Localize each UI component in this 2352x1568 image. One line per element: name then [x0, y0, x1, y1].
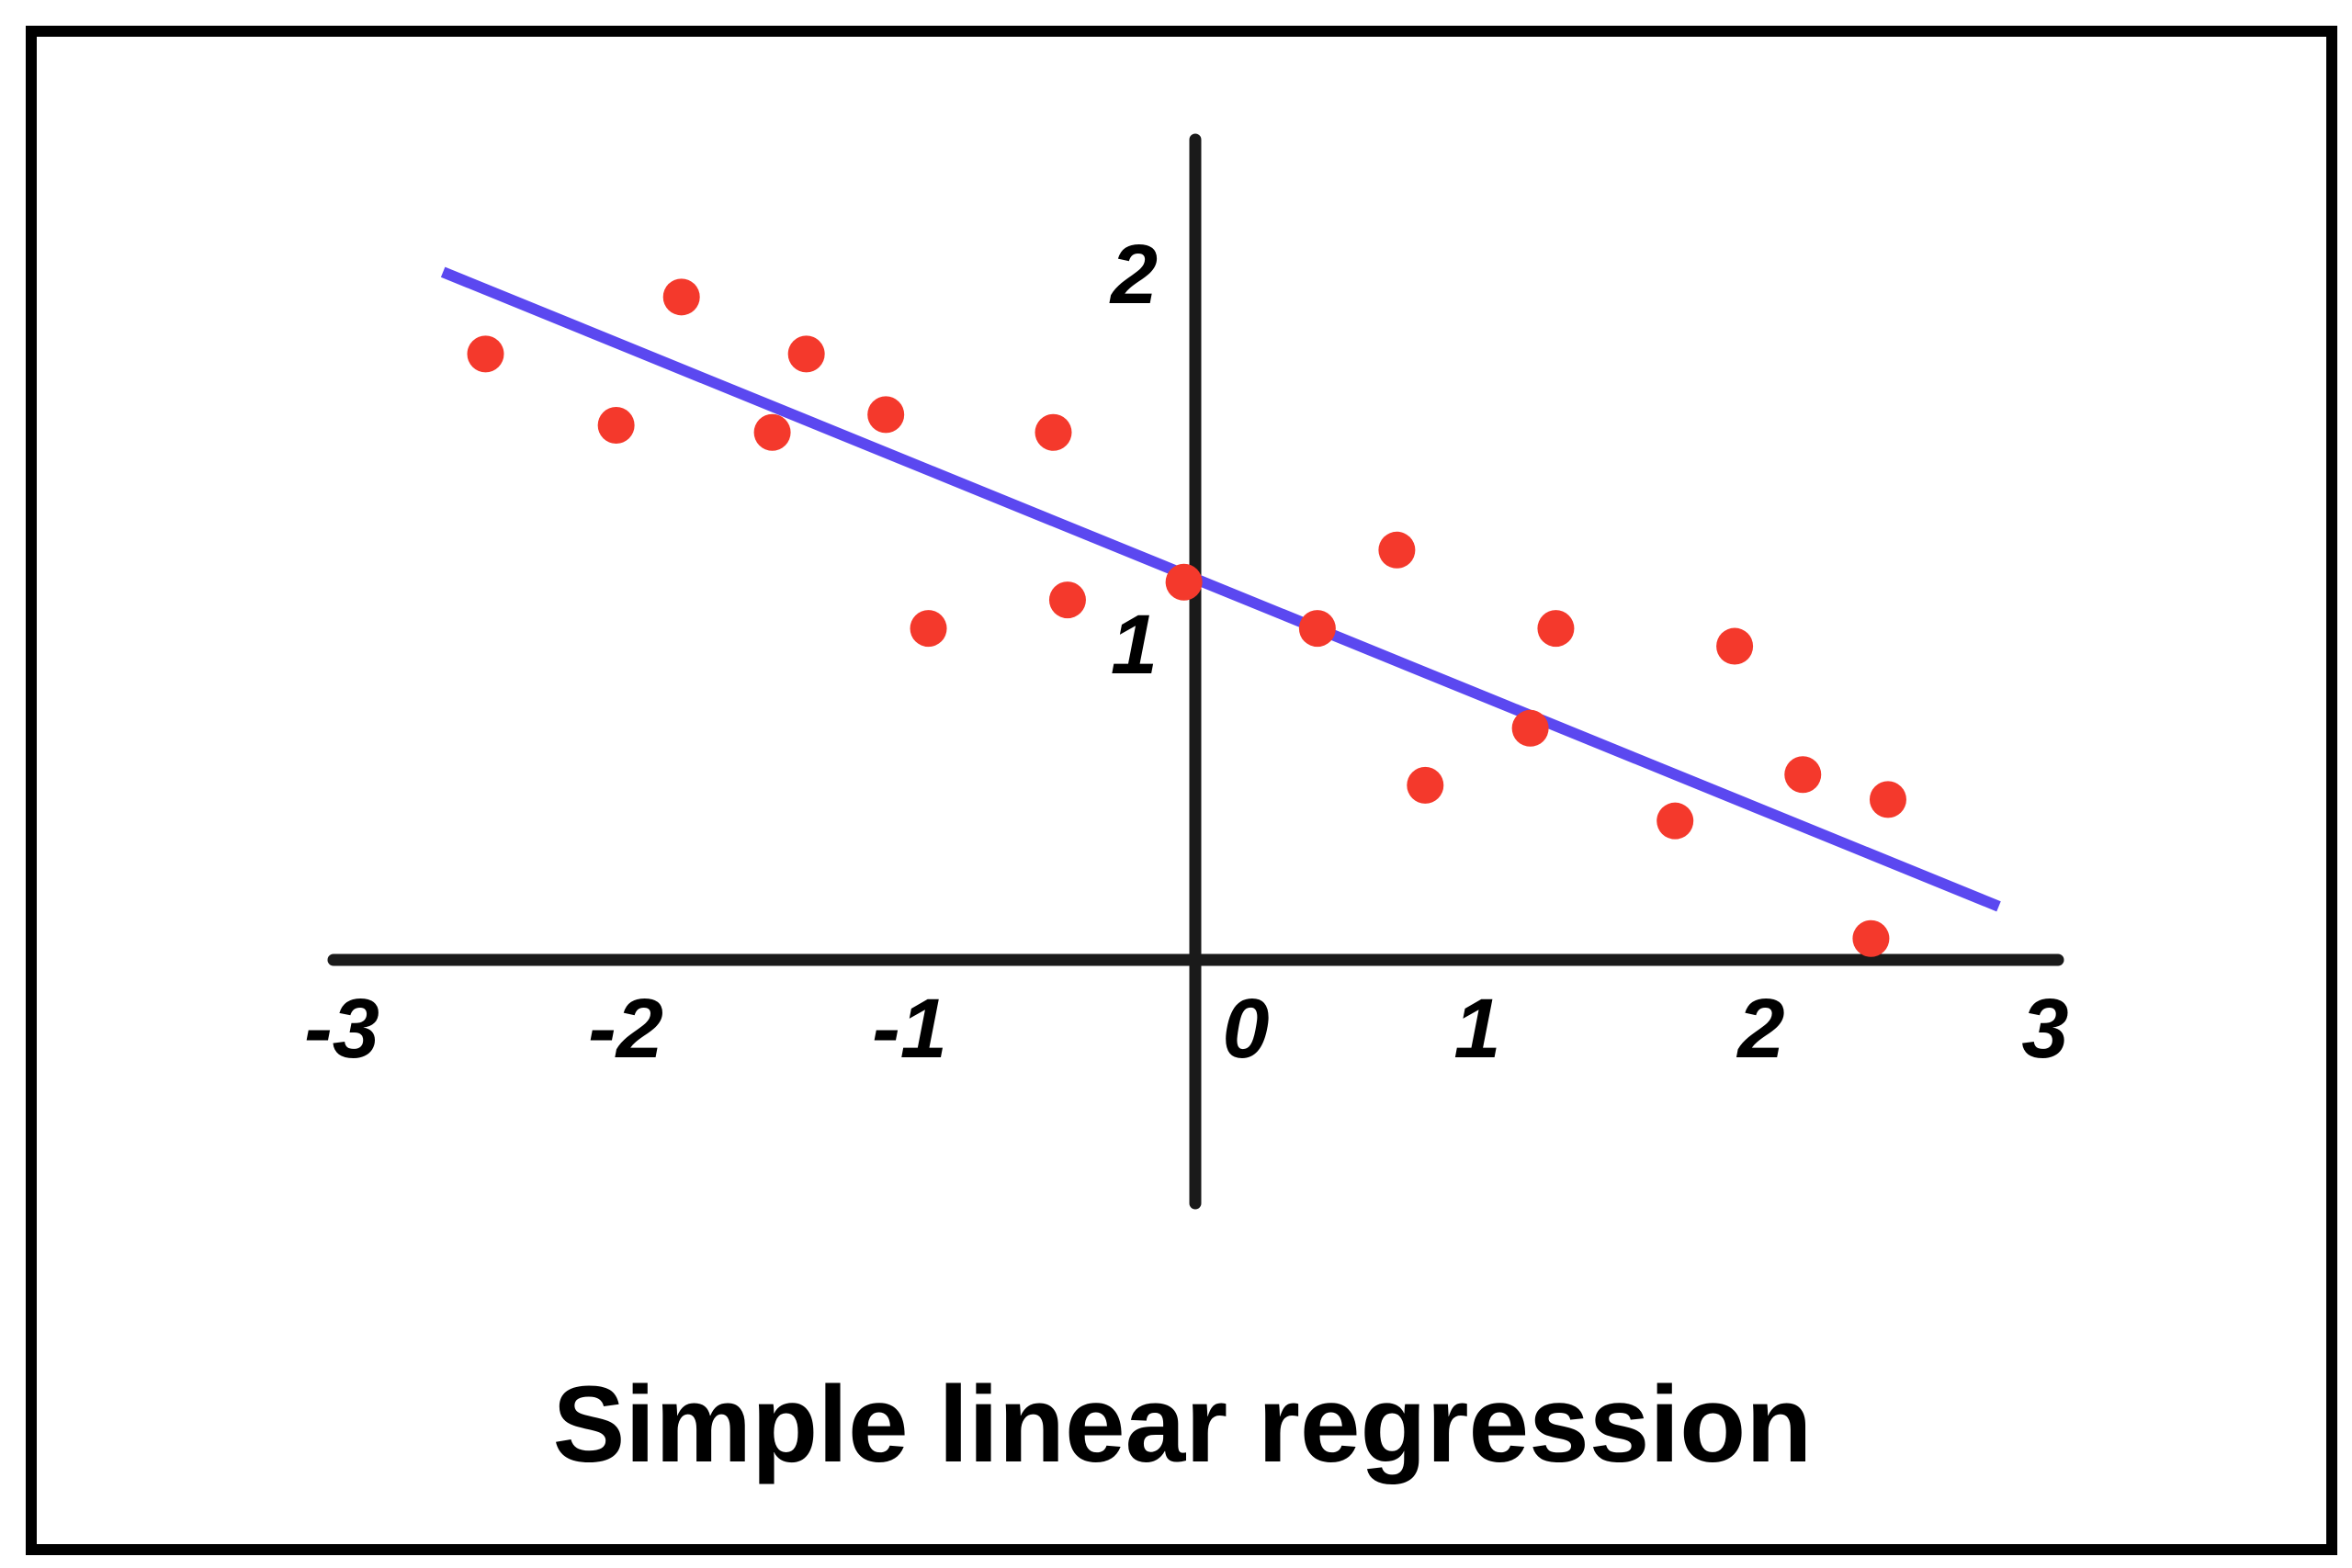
data-point — [787, 335, 825, 373]
data-point — [1048, 581, 1086, 619]
regression-line-layer — [440, 266, 2001, 912]
x-tick-label: 1 — [1453, 982, 1500, 1076]
data-point — [1035, 413, 1072, 451]
data-point — [1869, 781, 1906, 818]
data-point — [597, 407, 635, 444]
data-point — [753, 413, 791, 451]
x-tick-label: 3 — [2021, 982, 2068, 1076]
data-point — [1852, 919, 1890, 957]
regression-chart: -3 -2 -1 0 1 2 3 1 2 Simple linear regression — [304, 133, 2069, 1485]
data-point — [1511, 709, 1549, 747]
x-tick-label: -2 — [588, 982, 663, 1076]
data-point — [1407, 766, 1444, 804]
x-tick-label: -1 — [872, 982, 947, 1076]
axes — [327, 133, 2064, 1210]
data-point — [662, 278, 700, 316]
data-point — [467, 335, 504, 373]
x-tick-label: 2 — [1736, 982, 1784, 1076]
chart-frame: -3 -2 -1 0 1 2 3 1 2 Simple linear regression — [26, 26, 2337, 1555]
x-tick-label: -3 — [304, 982, 379, 1076]
data-points — [467, 278, 1906, 957]
data-point — [1165, 563, 1203, 601]
data-point — [1378, 531, 1416, 569]
x-tick-label: 0 — [1222, 982, 1269, 1076]
data-point — [1716, 627, 1754, 665]
tick-labels: -3 -2 -1 0 1 2 3 1 2 — [304, 228, 2068, 1076]
data-point — [910, 610, 947, 648]
data-point — [1784, 756, 1822, 794]
data-point — [1298, 610, 1336, 648]
data-point — [1537, 610, 1575, 648]
y-tick-label: 1 — [1111, 598, 1158, 692]
regression-line — [440, 266, 2001, 912]
chart-title: Simple linear regression — [553, 1364, 1813, 1485]
data-point — [1657, 802, 1694, 840]
data-point — [867, 396, 905, 434]
y-tick-label: 2 — [1109, 228, 1158, 321]
